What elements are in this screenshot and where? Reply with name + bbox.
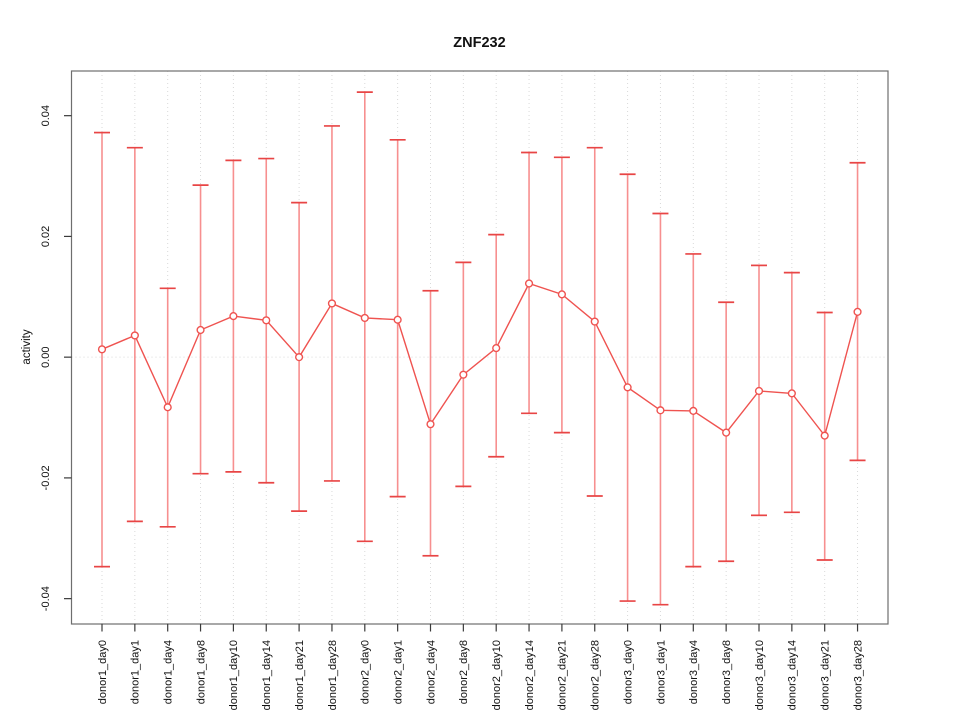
chart-title: ZNF232 (453, 35, 505, 51)
x-tick-label: donor1_day8 (195, 640, 207, 704)
data-point (393, 315, 402, 324)
y-tick-label: 0.02 (40, 226, 52, 247)
y-tick-label: 0.04 (40, 105, 52, 126)
x-tick-label: donor1_day10 (228, 640, 240, 710)
data-point (787, 389, 796, 398)
x-tick-label: donor3_day1 (655, 640, 667, 704)
data-point (590, 317, 599, 326)
data-point (820, 431, 829, 440)
data-point (656, 406, 665, 415)
data-point (853, 307, 862, 316)
x-tick-label: donor3_day14 (787, 640, 799, 710)
x-tick-label: donor2_day8 (458, 640, 470, 704)
x-tick-label: donor2_day21 (557, 640, 569, 710)
data-point (426, 420, 435, 429)
data-point (459, 370, 468, 379)
data-point (524, 279, 534, 288)
gridlines (71, 71, 888, 624)
data-point (623, 383, 632, 392)
plot-box (70, 70, 889, 625)
x-tick-label: donor3_day4 (688, 640, 700, 704)
data-point (97, 345, 107, 354)
x-tick-label: donor1_day1 (130, 640, 142, 704)
plot-border (70, 70, 889, 625)
x-tick-label: donor3_day8 (721, 640, 733, 704)
series-line (101, 282, 859, 438)
data-point (689, 406, 698, 415)
y-tick-label: -0.04 (40, 586, 52, 611)
y-tick-label: -0.02 (40, 465, 52, 490)
data-point (557, 290, 567, 299)
x-tick-label: donor1_day0 (97, 640, 109, 704)
data-point (163, 403, 172, 412)
x-tick-label: donor2_day28 (590, 640, 602, 710)
data-point (130, 331, 139, 340)
error-bars (94, 91, 866, 606)
x-tick-label: donor2_day10 (491, 640, 503, 710)
x-tick-label: donor3_day10 (754, 640, 766, 710)
x-axis: donor1_day0 donor1_day1 donor1_day4 donor1_… (97, 624, 864, 710)
x-tick-label: donor1_day21 (294, 640, 306, 710)
data-point (196, 325, 205, 335)
data-points (97, 279, 862, 440)
data-point (229, 312, 238, 321)
data-point (295, 353, 304, 362)
x-tick-label: donor2_day14 (524, 640, 536, 710)
x-tick-label: donor3_day21 (820, 640, 832, 710)
data-point (492, 344, 501, 353)
series-polyline (101, 282, 859, 438)
data-point (262, 316, 271, 325)
data-point (722, 428, 731, 437)
x-tick-label: donor1_day4 (163, 640, 175, 704)
data-point (360, 313, 369, 323)
x-tick-label: donor3_day0 (622, 640, 634, 704)
x-tick-label: donor1_day28 (327, 640, 339, 710)
y-tick-label: 0.00 (40, 346, 52, 367)
data-point (754, 386, 764, 396)
x-tick-label: donor1_day14 (261, 640, 273, 710)
data-point (327, 299, 337, 308)
x-tick-label: donor2_day0 (360, 640, 372, 704)
x-tick-label: donor2_day4 (425, 640, 437, 704)
x-tick-label: donor3_day28 (852, 640, 864, 710)
x-tick-label: donor2_day1 (392, 640, 404, 704)
y-axis: -0.04 -0.02 0.00 0.02 0.04 (40, 105, 72, 611)
y-axis-title: activity (21, 329, 33, 364)
